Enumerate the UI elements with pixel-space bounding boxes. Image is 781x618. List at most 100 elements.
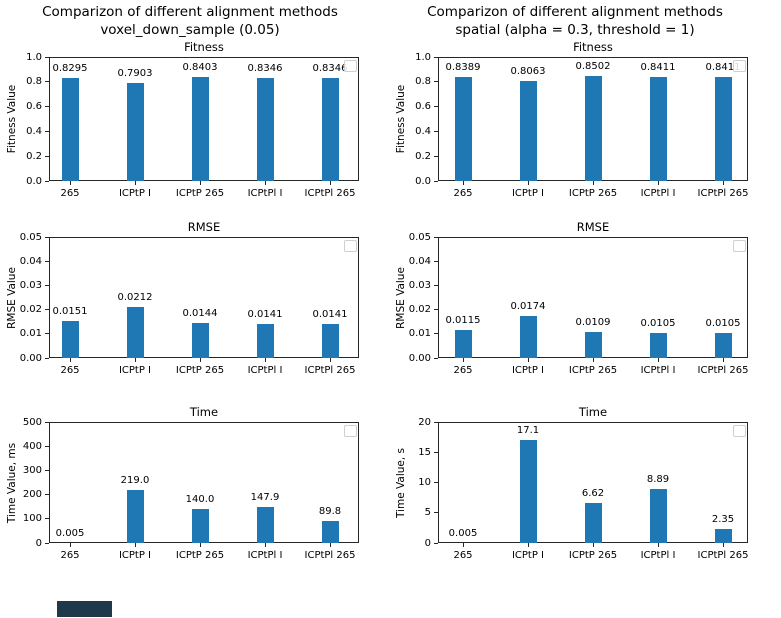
bar-value-label: 0.005 [448,528,478,539]
x-tick-mark [200,181,201,185]
subplot-title: Time [189,405,219,419]
y-tick-label: 0 [35,537,42,549]
y-tick-label: 0.03 [408,279,431,291]
x-tick-mark [330,181,331,185]
x-tick-mark [70,358,71,362]
bar [584,503,602,543]
bar-value-label: 17.1 [516,425,540,436]
y-tick-mark [45,130,49,132]
bar [126,490,144,543]
y-tick-mark [434,333,438,335]
y-tick-mark [45,469,49,471]
y-tick-label: 0.4 [26,125,42,137]
y-tick-mark [434,421,438,423]
bar [126,83,144,181]
bar-value-label: 0.0141 [247,309,283,320]
y-tick-label: 0.0 [26,175,42,187]
y-tick-label: 0.8 [415,76,431,88]
left-suptitle-line1: Comparizon of different alignment method… [42,4,338,20]
bar [321,521,339,543]
bar [191,509,209,543]
x-tick-mark [70,181,71,185]
x-tick-label: ICPtPl I [640,550,676,561]
y-tick-mark [434,56,438,58]
y-tick-mark [45,494,49,496]
x-tick-mark [528,543,529,547]
x-tick-label: ICPtP I [511,365,545,376]
y-tick-mark [45,421,49,423]
bar-value-label: 0.0174 [510,301,546,312]
y-tick-label: 0.02 [408,304,431,316]
bar [454,330,472,358]
bar [191,323,209,358]
x-tick-mark [593,181,594,185]
x-tick-label: ICPtPl I [640,365,676,376]
x-tick-label: ICPtPl 265 [697,188,749,199]
bar [61,321,79,358]
y-tick-label: 0.03 [19,279,42,291]
x-tick-label: ICPtP 265 [568,188,618,199]
x-tick-label: ICPtPl 265 [304,550,356,561]
x-tick-label: ICPtP I [118,550,152,561]
y-axis-label: Time Value, ms [6,442,18,523]
y-tick-mark [45,81,49,83]
x-tick-mark [463,358,464,362]
y-tick-mark [45,260,49,262]
y-tick-mark [434,357,438,359]
bar-value-label: 0.8411 [640,62,676,73]
x-tick-mark [265,358,266,362]
y-tick-mark [434,482,438,483]
right-suptitle-line1: Comparizon of different alignment method… [427,4,723,20]
bar [191,77,209,181]
x-tick-mark [200,358,201,362]
bar-value-label: 0.8346 [312,63,348,74]
bar [519,440,537,543]
y-tick-label: 20 [418,416,431,428]
x-tick-label: ICPtPl 265 [697,550,749,561]
y-tick-mark [434,284,438,286]
bar [714,77,732,181]
bar [126,307,144,358]
bar [584,332,602,358]
y-tick-mark [434,451,438,453]
y-tick-label: 0.02 [19,304,42,316]
bar-value-label: 0.0141 [312,309,348,320]
y-tick-label: 1.0 [415,51,431,63]
y-tick-mark [45,518,49,520]
right-column-suptitle: Comparizon of different alignment method… [385,3,765,39]
x-tick-label: ICPtPl I [247,365,283,376]
bar-value-label: 219.0 [120,475,150,486]
x-tick-label: ICPtP 265 [568,550,618,561]
y-tick-mark [45,180,49,182]
y-tick-mark [45,236,49,238]
bar-value-label: 0.7903 [117,68,153,79]
bar-value-label: 0.0151 [52,306,88,317]
x-tick-mark [658,358,659,362]
y-tick-label: 0.0 [415,175,431,187]
y-tick-label: 0 [424,537,431,549]
x-tick-label: ICPtPl 265 [304,188,356,199]
y-tick-mark [45,445,49,447]
y-axis-label: RMSE Value [6,266,18,329]
bar-value-label: 0.8295 [52,63,88,74]
bar [714,529,732,543]
x-tick-mark [200,543,201,547]
x-tick-mark [330,543,331,547]
bar-value-label: 147.9 [250,492,280,503]
y-tick-label: 300 [22,464,42,476]
x-tick-label: ICPtPl 265 [304,365,356,376]
x-tick-mark [135,181,136,185]
x-tick-mark [723,181,724,185]
y-tick-label: 0.00 [19,352,42,364]
y-axis-label: Fitness Value [6,84,18,154]
y-tick-mark [434,106,438,108]
bar-value-label: 140.0 [185,494,215,505]
y-tick-label: 0.00 [408,352,431,364]
x-tick-mark [658,543,659,547]
bar [519,81,537,181]
y-tick-mark [45,309,49,311]
bar-value-label: 8.89 [646,474,670,485]
bar [454,77,472,181]
x-tick-mark [723,543,724,547]
